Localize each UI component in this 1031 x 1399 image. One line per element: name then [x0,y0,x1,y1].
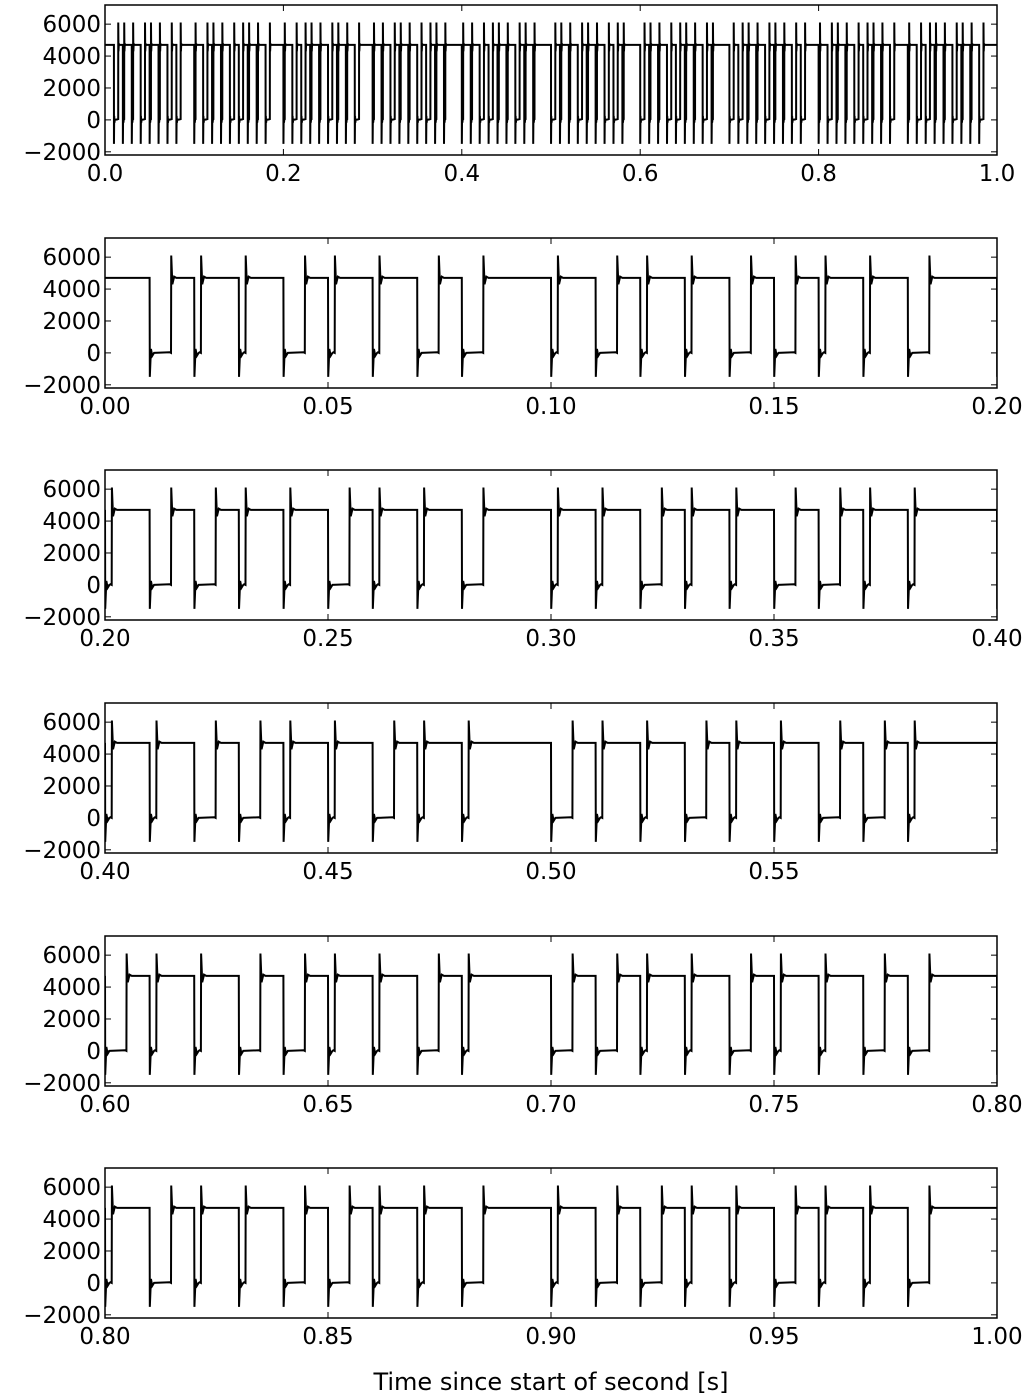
x-tick-label: 0.0 [87,161,124,187]
y-tick-label: 2000 [42,1007,101,1033]
series-line [105,720,997,842]
x-tick-label: 0.50 [525,859,576,885]
series-line [105,22,997,144]
y-tick-label: 2000 [42,76,101,102]
y-tick-label: 0 [86,1039,101,1065]
y-tick-label: 6000 [42,943,101,969]
x-tick-label: 0.00 [79,394,130,420]
y-tick-label: −2000 [23,1303,101,1329]
x-tick-label: 0.80 [79,1324,130,1350]
y-tick-label: 6000 [42,477,101,503]
y-tick-label: 2000 [42,1239,101,1265]
subplot-3: −2000 0 2000 4000 6000 0.20 0.25 0.30 0.35 0.40 [23,469,1023,652]
x-tick-label: 0.40 [79,859,130,885]
series-line [105,953,997,1075]
x-tick-label: 0.80 [971,1092,1022,1118]
y-tick-label: 4000 [42,975,101,1001]
y-tick-label: 4000 [42,509,101,535]
y-tick-label: −2000 [23,605,101,631]
subplot-4: −2000 0 2000 4000 6000 0.40 0.45 0.50 0.55 [23,702,998,885]
y-tick-label: 4000 [42,742,101,768]
x-tick-label: 1.00 [971,1324,1022,1350]
subplot-1: −2000 0 2000 4000 6000 0.0 0.2 0.4 0.6 0.8 1.0 [23,4,1016,187]
y-tick-label: 6000 [42,1175,101,1201]
x-tick-label: 0.6 [622,161,659,187]
x-tick-label: 0.20 [79,626,130,652]
x-tick-label: 0.2 [265,161,302,187]
x-tick-label: 0.05 [302,394,353,420]
x-tick-label: 0.60 [79,1092,130,1118]
x-tick-label: 0.35 [748,626,799,652]
y-tick-label: 4000 [42,44,101,70]
x-tick-label: 0.75 [748,1092,799,1118]
y-tick-label: −2000 [23,838,101,864]
x-tick-label: 0.20 [971,394,1022,420]
x-tick-label: 0.65 [302,1092,353,1118]
series-line [105,487,997,609]
y-tick-label: 6000 [42,12,101,38]
y-tick-label: 4000 [42,277,101,303]
x-tick-label: 1.0 [979,161,1016,187]
y-tick-label: 6000 [42,710,101,736]
x-tick-label: 0.70 [525,1092,576,1118]
x-tick-label: 0.85 [302,1324,353,1350]
y-tick-label: −2000 [23,140,101,166]
x-tick-label: 0.30 [525,626,576,652]
x-tick-label: 0.40 [971,626,1022,652]
x-tick-label: 0.55 [748,859,799,885]
series-line [105,255,997,377]
y-tick-label: 2000 [42,309,101,335]
x-tick-label: 0.4 [444,161,481,187]
x-tick-label: 0.8 [800,161,837,187]
x-axis-label: Time since start of second [s] [372,1368,728,1396]
y-tick-label: 2000 [42,541,101,567]
y-tick-label: 0 [86,341,101,367]
x-tick-label: 0.10 [525,394,576,420]
subplot-2: −2000 0 2000 4000 6000 0.00 0.05 0.10 0.15 0.20 [23,237,1023,420]
y-tick-label: 0 [86,1271,101,1297]
axes-frame [104,4,998,156]
x-tick-label: 0.95 [748,1324,799,1350]
y-tick-label: 6000 [42,245,101,271]
x-tick-label: 0.15 [748,394,799,420]
subplot-6: −2000 0 2000 4000 6000 0.80 0.85 0.90 0.95 1.00 [23,1167,1023,1350]
y-tick-label: −2000 [23,373,101,399]
x-tick-label: 0.25 [302,626,353,652]
series-line [105,1185,997,1307]
y-tick-label: 2000 [42,774,101,800]
y-tick-label: 4000 [42,1207,101,1233]
x-tick-label: 0.45 [302,859,353,885]
subplot-5: −2000 0 2000 4000 6000 0.60 0.65 0.70 0.75 0.80 [23,935,1023,1118]
y-tick-label: 0 [86,806,101,832]
y-tick-label: 0 [86,573,101,599]
x-tick-label: 0.90 [525,1324,576,1350]
y-tick-label: 0 [86,108,101,134]
y-tick-label: −2000 [23,1071,101,1097]
